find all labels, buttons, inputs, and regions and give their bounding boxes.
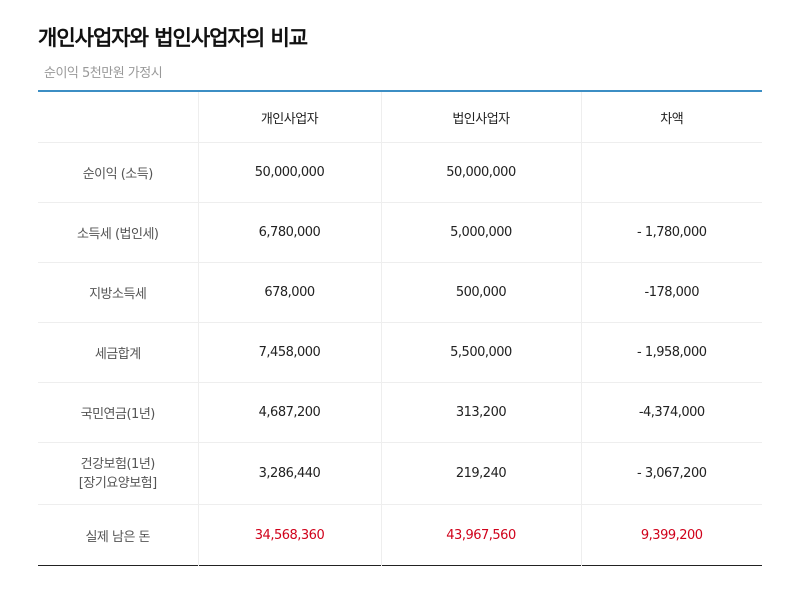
comparison-table: 개인사업자 법인사업자 차액 순이익 (소득) 50,000,000 50,00… [38,90,762,566]
row-label-line1: 건강보험(1년) [80,456,156,472]
table-row: 순이익 (소득) 50,000,000 50,000,000 [38,142,762,203]
row-label: 소득세 (법인세) [38,202,198,263]
individual-value: 7,458,000 [197,322,381,383]
header-individual: 개인사업자 [197,91,381,143]
table-row-total: 실제 남은 돈 34,568,360 43,967,560 9,399,200 [38,504,762,566]
header-empty-cell [38,91,198,143]
individual-value: 3,286,440 [197,442,381,505]
difference-total-value: 9,399,200 [580,504,762,566]
corporate-total-value: 43,967,560 [380,504,581,566]
difference-value: -4,374,000 [580,382,762,443]
corporate-value: 219,240 [380,442,581,505]
row-label: 건강보험(1년) [장기요양보험] [38,442,198,505]
difference-value [580,142,762,203]
row-label: 지방소득세 [38,262,198,323]
table-header-row: 개인사업자 법인사업자 차액 [38,91,762,143]
difference-value: - 1,780,000 [580,202,762,263]
table-row: 소득세 (법인세) 6,780,000 5,000,000 - 1,780,00… [38,202,762,263]
row-label: 세금합계 [38,322,198,383]
corporate-value: 313,200 [380,382,581,443]
table-row: 세금합계 7,458,000 5,500,000 - 1,958,000 [38,322,762,383]
row-label: 순이익 (소득) [38,142,198,203]
header-corporate: 법인사업자 [380,91,581,143]
row-label: 국민연금(1년) [38,382,198,443]
difference-value: - 3,067,200 [580,442,762,505]
row-label: 실제 남은 돈 [85,529,151,545]
corporate-value: 5,000,000 [380,202,581,263]
row-label-line2: [장기요양보험] [78,475,157,491]
individual-value: 4,687,200 [197,382,381,443]
individual-total-value: 34,568,360 [197,504,381,566]
difference-value: - 1,958,000 [580,322,762,383]
corporate-value: 5,500,000 [380,322,581,383]
table-row: 국민연금(1년) 4,687,200 313,200 -4,374,000 [38,382,762,443]
comparison-table-container: 개인사업자 법인사업자 차액 순이익 (소득) 50,000,000 50,00… [38,90,762,566]
header-difference: 차액 [580,91,762,143]
individual-value: 6,780,000 [197,202,381,263]
page-subtitle: 순이익 5천만원 가정시 [44,66,163,81]
individual-value: 678,000 [197,262,381,323]
table-row: 지방소득세 678,000 500,000 -178,000 [38,262,762,323]
page-title: 개인사업자와 법인사업자의 비교 [38,26,308,50]
corporate-value: 50,000,000 [380,142,581,203]
table-row: 건강보험(1년) [장기요양보험] 3,286,440 219,240 - 3,… [38,442,762,505]
individual-value: 50,000,000 [197,142,381,203]
corporate-value: 500,000 [380,262,581,323]
difference-value: -178,000 [580,262,762,323]
